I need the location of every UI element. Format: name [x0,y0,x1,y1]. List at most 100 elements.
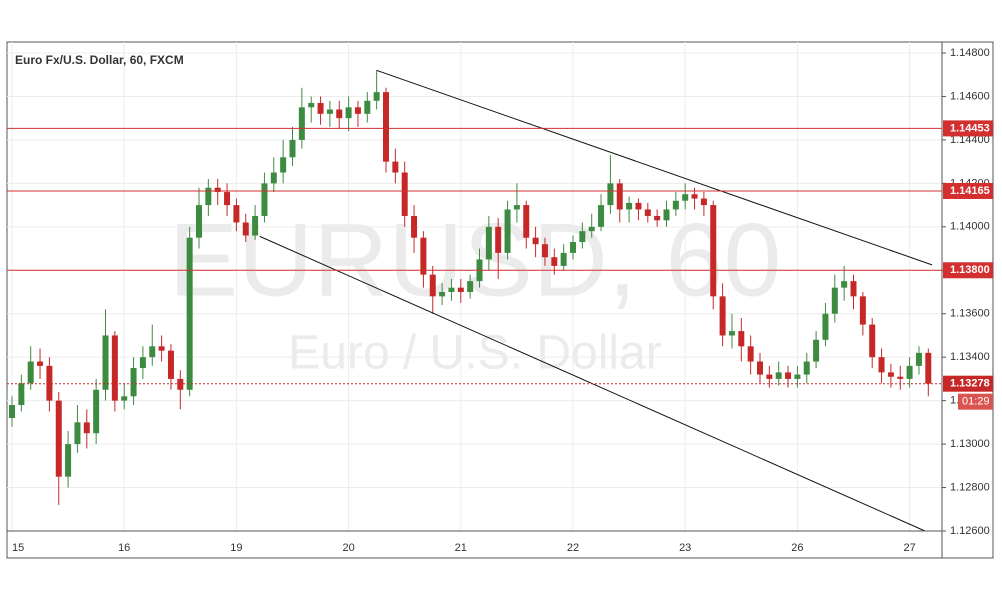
candle-body [644,209,651,216]
candle-body [177,378,184,390]
candle-body [831,287,838,314]
candle-body [93,389,100,434]
candle-body [906,365,913,379]
candle-body [532,237,539,245]
candle-body [775,372,782,379]
candle-body [298,107,305,140]
candle-body [813,339,820,362]
candle-body [467,281,474,292]
candle-body [46,365,53,401]
candle-body [326,109,333,114]
candle-body [766,374,773,379]
candle-body [850,281,857,297]
candle-body [747,346,754,362]
candle-body [65,444,72,477]
candle-body [354,107,361,114]
candle-body [541,244,548,258]
candle-body [719,296,726,336]
candle-body [336,109,343,119]
candle-body [121,396,128,401]
candle-body [710,205,717,297]
candle-body [270,172,277,184]
countdown-box [958,393,993,410]
candle-body [252,215,259,236]
y-tick-label: 1.13000 [950,438,990,450]
candle-body [579,231,586,243]
x-tick-label: 26 [791,542,803,554]
candle-body [841,281,848,288]
candle-body [83,422,90,434]
level-label: 1.13800 [950,264,990,276]
y-tick-label: 1.14000 [950,221,990,233]
candle-body [429,274,436,297]
candle-body [373,92,380,101]
candle-body [504,209,511,253]
candle-body [551,257,558,266]
candle-body [682,194,689,201]
last-price-label: 1.13278 [950,378,990,390]
candle-body [233,205,240,223]
candle-body [878,357,885,373]
candle-body [495,226,502,253]
candle-body [280,157,287,173]
candle-body [9,404,15,419]
watermark: EURUSD, 60 [169,202,782,318]
candle-body [383,92,389,162]
candle-body [513,205,520,210]
marks [7,69,942,532]
trend-line [376,69,933,266]
candle-body [803,361,810,375]
y-tick-label: 1.13600 [950,308,990,320]
candle-body [111,335,118,401]
chart-title: Euro Fx/U.S. Dollar, 60, FXCM [15,53,184,67]
candle-body [439,292,446,297]
candle-body [859,296,866,325]
candle-body [149,346,156,358]
candle-body [55,400,62,477]
candle-body [196,205,202,238]
x-tick-label: 27 [903,542,915,554]
level-label-box [943,182,993,199]
candle-body [224,192,231,206]
x-tick-label: 20 [342,542,354,554]
x-tick-label: 23 [679,542,691,554]
candle-body [308,102,315,108]
countdown: 01:29 [962,396,990,408]
candle-body [691,194,698,199]
candle-body [794,374,801,379]
candle-body [364,100,371,114]
candle-body [635,202,642,210]
candle-body [18,383,25,405]
candle-body [74,422,81,445]
y-tick-label: 1.14600 [950,90,990,102]
level-label: 1.14453 [950,122,990,134]
candle-body [130,368,137,397]
candle-body [401,172,408,216]
candle-body [897,376,904,379]
candle-body [654,215,661,221]
candle-body [570,242,576,253]
candle-body [915,352,922,366]
watermark-subtitle: Euro / U.S. Dollar [288,327,661,380]
candle-body [186,237,193,390]
x-tick-label: 16 [118,542,130,554]
candle-body [205,187,212,206]
last-price-box [943,375,993,392]
x-tick-label: 15 [12,542,24,554]
candle-body [457,287,464,292]
candle-body [167,350,174,379]
x-tick-label: 22 [567,542,579,554]
y-tick-label: 1.12600 [950,525,990,537]
candle-body [728,331,735,336]
candle-body [448,287,455,292]
x-tick-label: 21 [455,542,467,554]
y-tick-label: 1.13400 [950,351,990,363]
candle-body [785,372,792,379]
candle-body [598,205,605,227]
candle-body [925,352,932,384]
candle-body [757,361,763,375]
candle-body [261,183,268,216]
candle-body [289,139,296,158]
y-tick-label: 1.14800 [950,47,990,59]
